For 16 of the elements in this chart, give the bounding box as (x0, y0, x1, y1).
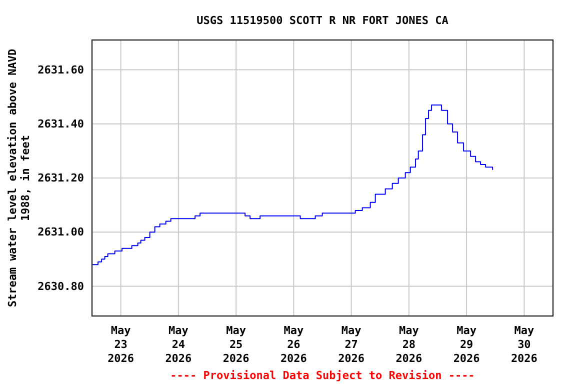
x-tick-label: May 25 2026 (222, 324, 250, 365)
x-tick-label: May 28 2026 (396, 324, 423, 365)
x-tick-label: May 26 2026 (280, 324, 308, 365)
y-tick-label: 2631.20 (38, 172, 84, 185)
x-tick-label: May 27 2026 (338, 324, 365, 365)
y-tick-label: 2631.40 (38, 117, 84, 130)
text: ---- Provisional Data Subject to Revision ---- (170, 369, 475, 382)
y-axis-title: Stream water level elevation above NAVD 1988, in feet (6, 48, 32, 308)
x-tick-label: May 24 2026 (165, 324, 192, 365)
y-tick-label: 2630.80 (38, 280, 84, 293)
x-tick-label: May 23 2026 (108, 324, 134, 365)
chart-title: USGS 11519500 SCOTT R NR FORT JONES CA (196, 14, 449, 27)
x-tick-label: May 29 2026 (453, 324, 480, 365)
y-tick-label: 2631.60 (38, 63, 84, 76)
y-tick-label: 2631.00 (38, 226, 84, 239)
x-tick-label: May 30 2026 (510, 324, 538, 365)
